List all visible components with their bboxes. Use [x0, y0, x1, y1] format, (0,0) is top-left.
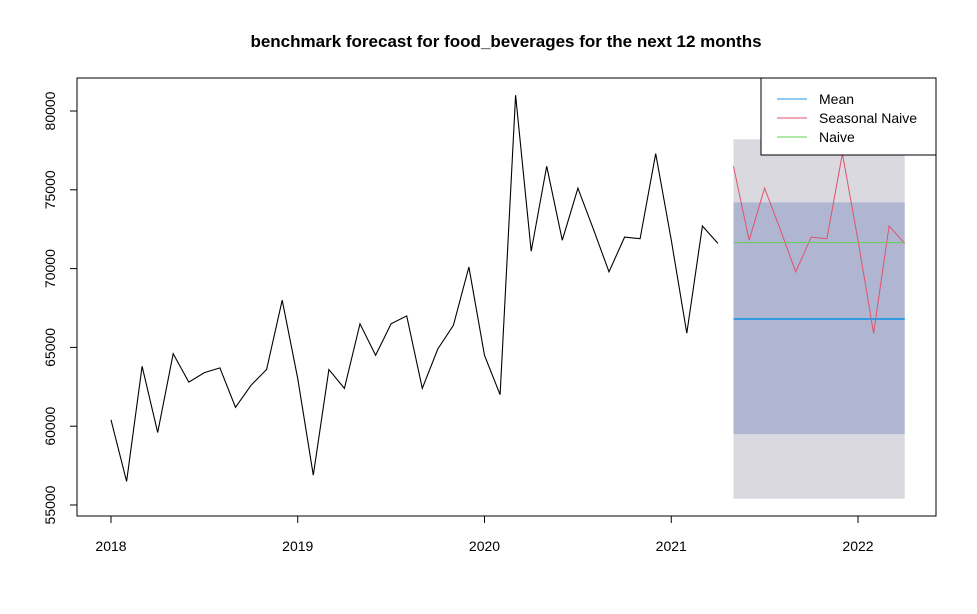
y-tick-label: 70000	[42, 249, 58, 288]
legend-label: Seasonal Naive	[819, 110, 917, 126]
x-tick-label: 2021	[656, 538, 687, 554]
x-tick-label: 2020	[469, 538, 500, 554]
forecast-series	[733, 153, 906, 334]
legend-box	[760, 77, 937, 156]
x-axis: 2018 2019 2020 2021 2022	[95, 515, 874, 554]
y-axis: 55000 60000 65000 70000 75000 80000	[42, 91, 78, 524]
y-tick-label: 55000	[42, 485, 58, 524]
y-tick-label: 60000	[42, 407, 58, 446]
legend: Mean Seasonal Naive Naive	[760, 77, 937, 156]
y-tick-label: 65000	[42, 328, 58, 367]
legend-label: Naive	[819, 129, 855, 145]
history-line	[110, 95, 719, 482]
chart-title: benchmark forecast for food_beverages fo…	[250, 32, 761, 51]
x-tick-label: 2022	[842, 538, 873, 554]
y-tick-label: 75000	[42, 170, 58, 209]
series-line-seasonal-naive	[733, 153, 906, 334]
legend-label: Mean	[819, 91, 854, 107]
x-tick-label: 2018	[95, 538, 126, 554]
history-series	[110, 95, 719, 482]
y-tick-label: 80000	[42, 91, 58, 130]
x-tick-label: 2019	[282, 538, 313, 554]
